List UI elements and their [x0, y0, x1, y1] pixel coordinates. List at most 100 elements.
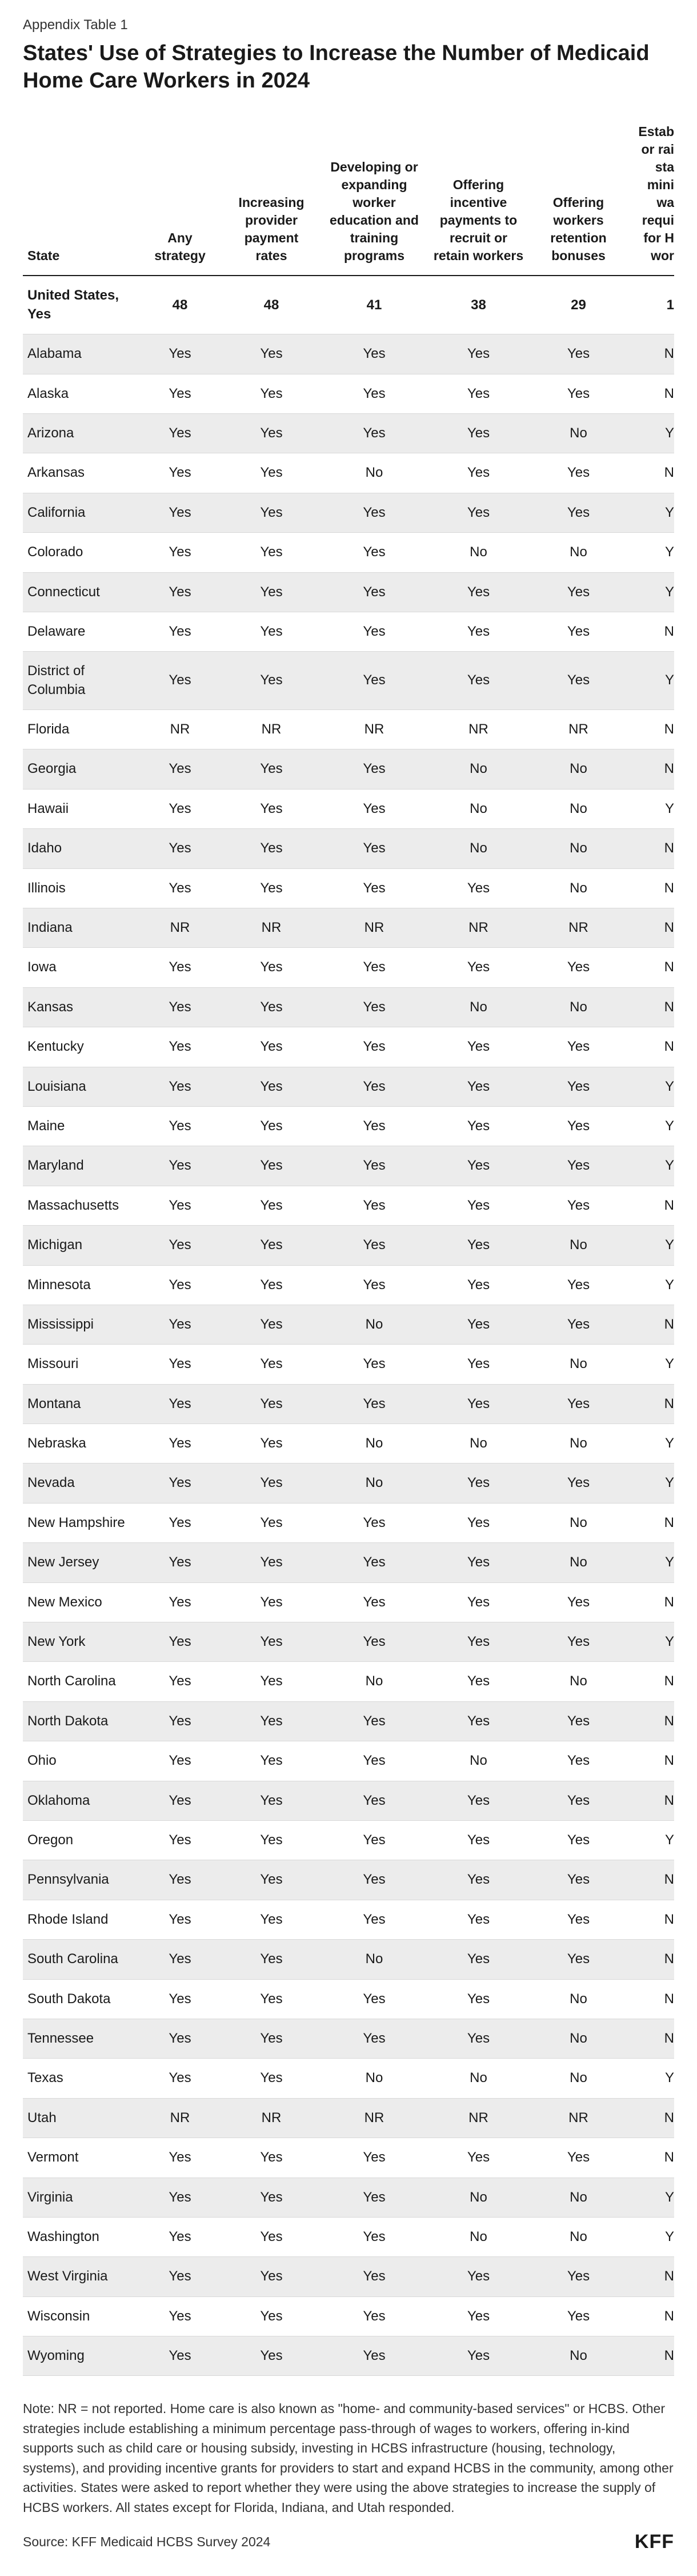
value-cell: Yes [320, 1821, 428, 1860]
value-cell: Yes [528, 2257, 628, 2296]
value-cell: Yes [320, 987, 428, 1027]
value-cell: Yes [428, 1186, 528, 1225]
table-row: LouisianaYesYesYesYesYesY [23, 1067, 674, 1106]
value-cell: Yes [320, 829, 428, 868]
value-cell: Yes [137, 1464, 223, 1503]
state-cell: California [23, 493, 137, 532]
col-state: State [23, 117, 137, 276]
table-row: FloridaNRNRNRNRNRN [23, 710, 674, 749]
col-minwage: Estab or rai sta mini wa requi for H wor [628, 117, 674, 276]
value-cell: Yes [137, 1265, 223, 1305]
value-cell: Yes [320, 749, 428, 789]
value-cell: Yes [320, 1701, 428, 1741]
table-row: ArizonaYesYesYesYesNoY [23, 413, 674, 453]
value-cell: Yes [528, 1067, 628, 1106]
value-cell: Y [628, 1106, 674, 1146]
value-cell: Yes [223, 1186, 320, 1225]
value-cell: Yes [137, 1701, 223, 1741]
table-row: IllinoisYesYesYesYesNoN [23, 868, 674, 908]
value-cell: NR [320, 908, 428, 948]
value-cell: No [528, 868, 628, 908]
col-retention: Offering workers retention bonuses [528, 117, 628, 276]
value-cell: Yes [320, 374, 428, 413]
totals-row: United States, Yes48484138291 [23, 276, 674, 334]
value-cell: No [528, 1662, 628, 1701]
value-cell: No [528, 2217, 628, 2256]
value-cell: Yes [320, 334, 428, 374]
table-row: NebraskaYesYesNoNoNoY [23, 1424, 674, 1464]
value-cell: Y [628, 1424, 674, 1464]
value-cell: Yes [223, 1265, 320, 1305]
table-row: IowaYesYesYesYesYesN [23, 948, 674, 987]
value-cell: Y [628, 1226, 674, 1265]
state-cell: Arkansas [23, 453, 137, 493]
value-cell: No [428, 2178, 528, 2217]
value-cell: No [528, 1226, 628, 1265]
value-cell: Yes [320, 1345, 428, 1384]
table-row: TennesseeYesYesYesYesNoN [23, 2019, 674, 2058]
state-cell: West Virginia [23, 2257, 137, 2296]
value-cell: Yes [320, 612, 428, 651]
value-cell: Yes [223, 987, 320, 1027]
table-row: VirginiaYesYesYesNoNoY [23, 2178, 674, 2217]
value-cell: NR [428, 908, 528, 948]
value-cell: Yes [428, 1543, 528, 1582]
value-cell: Yes [137, 2178, 223, 2217]
value-cell: Yes [528, 652, 628, 710]
value-cell: Yes [223, 868, 320, 908]
value-cell: Yes [137, 1622, 223, 1662]
value-cell: Yes [320, 2019, 428, 2058]
value-cell: N [628, 2098, 674, 2138]
value-cell: N [628, 612, 674, 651]
value-cell: N [628, 948, 674, 987]
value-cell: NR [428, 2098, 528, 2138]
value-cell: N [628, 374, 674, 413]
value-cell: Yes [528, 1741, 628, 1781]
table-row: GeorgiaYesYesYesNoNoN [23, 749, 674, 789]
value-cell: Yes [137, 334, 223, 374]
table-row: MichiganYesYesYesYesNoY [23, 1226, 674, 1265]
value-cell: NR [320, 710, 428, 749]
state-cell: Vermont [23, 2138, 137, 2178]
state-cell: Hawaii [23, 789, 137, 828]
value-cell: Yes [137, 2336, 223, 2376]
state-cell: North Carolina [23, 1662, 137, 1701]
state-cell: North Dakota [23, 1701, 137, 1741]
value-cell: Yes [320, 2138, 428, 2178]
value-cell: Yes [137, 1662, 223, 1701]
value-cell: No [428, 1741, 528, 1781]
table-row: HawaiiYesYesYesNoNoY [23, 789, 674, 828]
value-cell: Yes [528, 1821, 628, 1860]
value-cell: 1 [628, 276, 674, 334]
value-cell: 29 [528, 276, 628, 334]
value-cell: N [628, 1305, 674, 1344]
value-cell: Yes [223, 1582, 320, 1622]
value-cell: 38 [428, 276, 528, 334]
value-cell: Yes [320, 572, 428, 612]
value-cell: Yes [223, 789, 320, 828]
value-cell: Yes [223, 1146, 320, 1186]
table-row: AlaskaYesYesYesYesYesN [23, 374, 674, 413]
value-cell: Yes [528, 948, 628, 987]
table-row: MississippiYesYesNoYesYesN [23, 1305, 674, 1344]
value-cell: Yes [528, 1860, 628, 1900]
table-row: KansasYesYesYesNoNoN [23, 987, 674, 1027]
value-cell: Yes [137, 1979, 223, 2019]
value-cell: Yes [320, 533, 428, 572]
value-cell: N [628, 1662, 674, 1701]
value-cell: Yes [320, 2336, 428, 2376]
value-cell: N [628, 334, 674, 374]
value-cell: Yes [137, 1860, 223, 1900]
value-cell: Yes [223, 1464, 320, 1503]
state-cell: Missouri [23, 1345, 137, 1384]
value-cell: Yes [428, 1027, 528, 1067]
table-row: New YorkYesYesYesYesYesY [23, 1622, 674, 1662]
value-cell: Yes [320, 2217, 428, 2256]
value-cell: Yes [320, 1543, 428, 1582]
state-cell: Arizona [23, 413, 137, 453]
value-cell: Yes [428, 334, 528, 374]
value-cell: Yes [428, 1979, 528, 2019]
value-cell: Yes [320, 1503, 428, 1542]
value-cell: N [628, 1384, 674, 1423]
col-incentive: Offering incentive payments to recruit o… [428, 117, 528, 276]
